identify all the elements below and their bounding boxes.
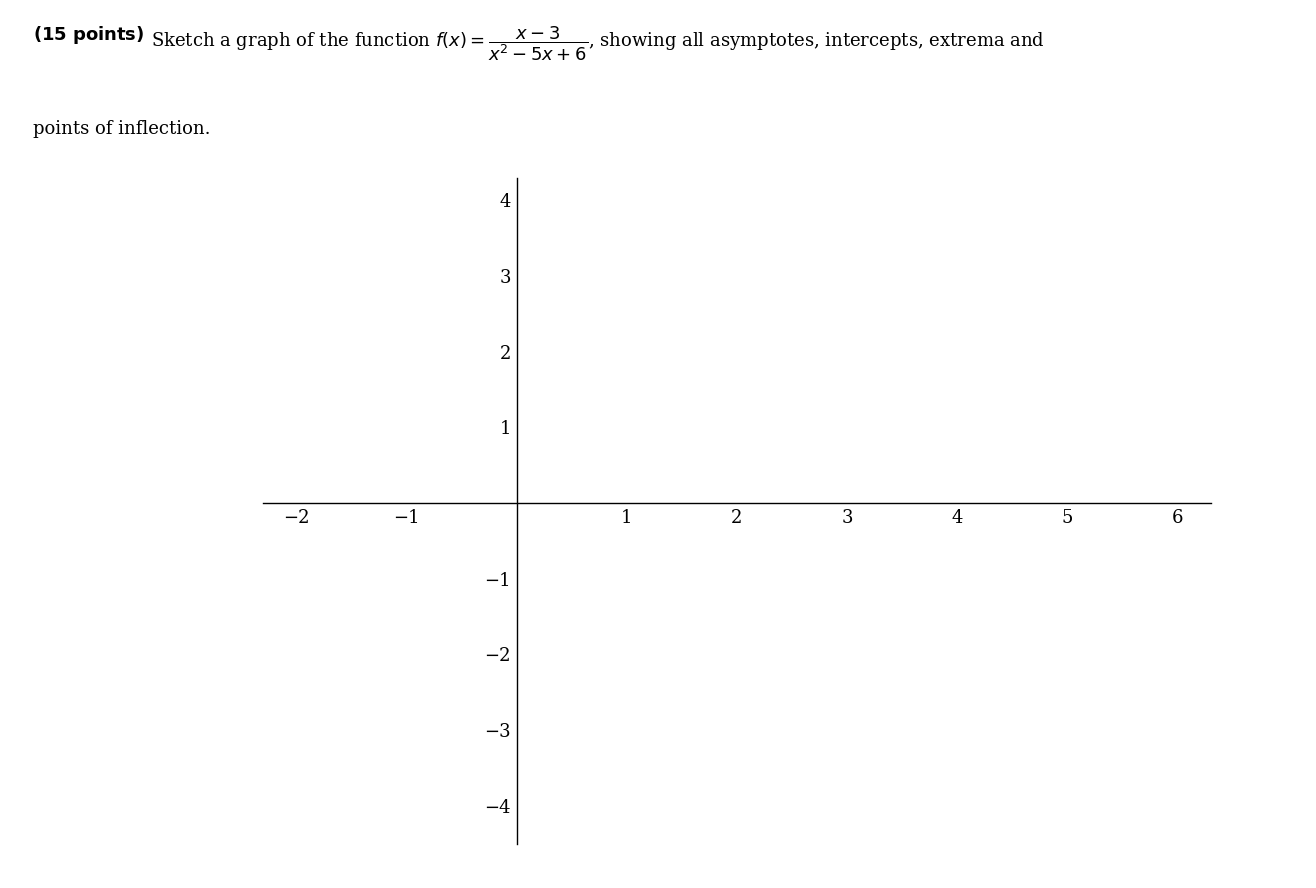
Text: Sketch a graph of the function $f(x) = \dfrac{x - 3}{x^2 - 5x + 6}$, showing all: Sketch a graph of the function $f(x) = \… bbox=[151, 24, 1045, 63]
Text: points of inflection.: points of inflection. bbox=[33, 120, 211, 138]
Text: $\mathbf{(15\ points)}$: $\mathbf{(15\ points)}$ bbox=[33, 24, 145, 46]
